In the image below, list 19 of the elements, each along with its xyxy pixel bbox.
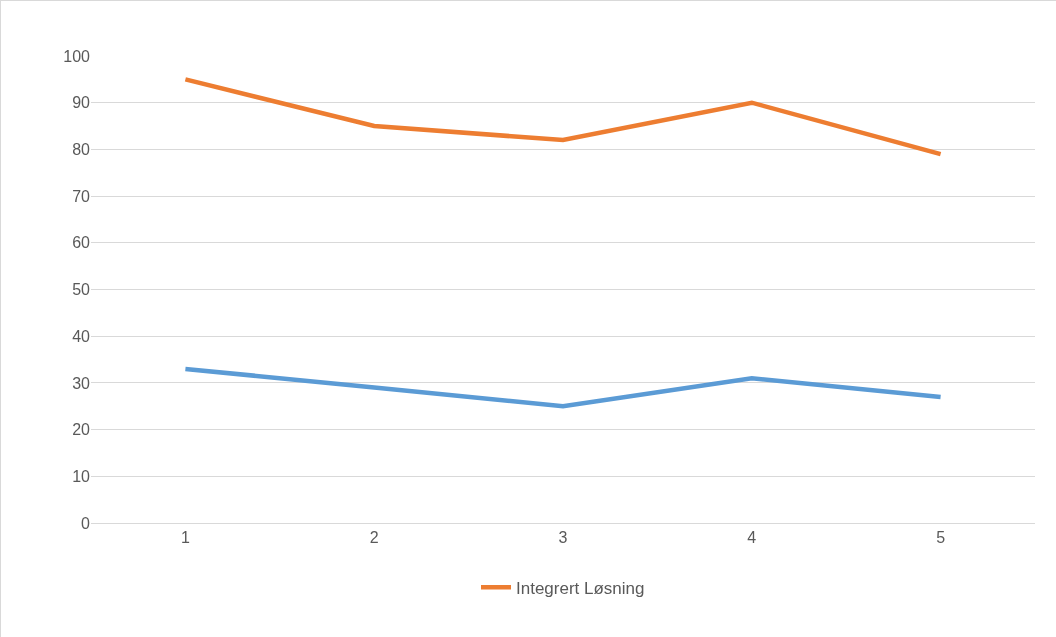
y-tick-label: 50: [72, 281, 91, 299]
legend-label: Integrert Løsning: [516, 578, 645, 598]
y-tick-label: 40: [72, 327, 91, 345]
y-tick-label: 100: [63, 47, 91, 65]
x-tick-label: 5: [936, 529, 946, 547]
x-tick-label: 4: [747, 529, 757, 547]
y-tick-label: 80: [72, 141, 91, 158]
y-tick-label: 30: [72, 374, 91, 392]
line-series: [183, 77, 943, 157]
y-tick-label: 90: [72, 94, 91, 112]
x-tick-label: 3: [558, 529, 568, 547]
line-series: [183, 366, 943, 409]
x-tick-label: 2: [369, 529, 379, 547]
y-tick-label: 0: [81, 514, 91, 532]
y-tick-label: 60: [72, 234, 91, 252]
y-tick-label: 10: [72, 467, 91, 485]
x-tick-label: 1: [180, 529, 190, 547]
y-tick-label: 20: [72, 421, 91, 439]
y-tick-label: 70: [72, 187, 91, 205]
